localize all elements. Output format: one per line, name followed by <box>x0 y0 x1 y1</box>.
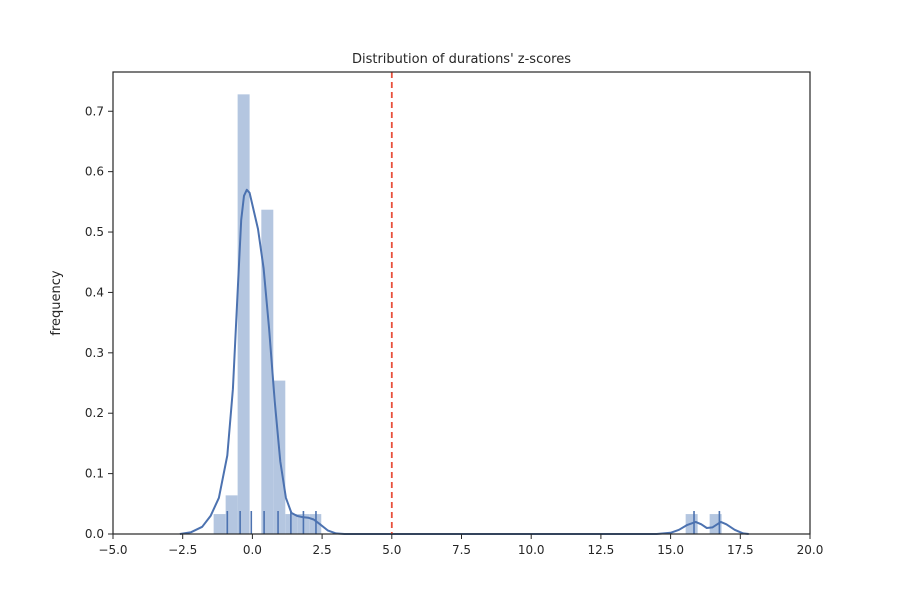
y-tick-label-3: 0.3 <box>85 346 104 360</box>
y-tick-label-0: 0.0 <box>85 527 104 541</box>
histogram-bar-4 <box>261 209 274 534</box>
y-tick-label-2: 0.2 <box>85 406 104 420</box>
histogram-bar-1 <box>225 495 238 534</box>
x-tick-label-7: 12.5 <box>588 543 615 557</box>
histogram-bar-0 <box>213 514 226 534</box>
kde-curve-layer <box>179 188 749 535</box>
y-axis-ticks: 0.0 0.1 0.2 0.3 0.4 0.5 0.6 0.7 <box>85 104 113 541</box>
x-tick-label-4: 5.0 <box>382 543 401 557</box>
histogram-bar-2 <box>237 94 250 535</box>
chart-title: Distribution of durations' z-scores <box>352 52 571 67</box>
plot-frame <box>112 71 811 535</box>
y-tick-label-7: 0.7 <box>85 104 104 118</box>
y-axis-label: frequency <box>49 270 64 336</box>
x-tick-label-8: 15.0 <box>657 543 684 557</box>
rug-marks <box>226 511 721 534</box>
x-tick-label-5: 7.5 <box>452 543 471 557</box>
x-tick-label-3: 2.5 <box>313 543 332 557</box>
x-tick-label-10: 20.0 <box>797 543 824 557</box>
x-tick-label-2: 0.0 <box>243 543 262 557</box>
x-tick-label-6: 10.0 <box>518 543 545 557</box>
y-tick-label-5: 0.5 <box>85 225 104 239</box>
y-tick-label-1: 0.1 <box>85 467 104 481</box>
x-tick-label-9: 17.5 <box>727 543 754 557</box>
y-tick-label-4: 0.4 <box>85 285 104 299</box>
x-tick-label-0: −5.0 <box>98 543 127 557</box>
histogram-bars <box>213 94 722 535</box>
x-axis-ticks: −5.0 −2.5 0.0 2.5 5.0 7.5 10.0 12.5 15.0 17.5 20.0 <box>98 534 823 557</box>
y-tick-label-6: 0.6 <box>85 165 104 179</box>
x-tick-label-1: −2.5 <box>168 543 197 557</box>
kde-curve <box>179 188 749 535</box>
histogram-bar-10 <box>709 514 722 534</box>
